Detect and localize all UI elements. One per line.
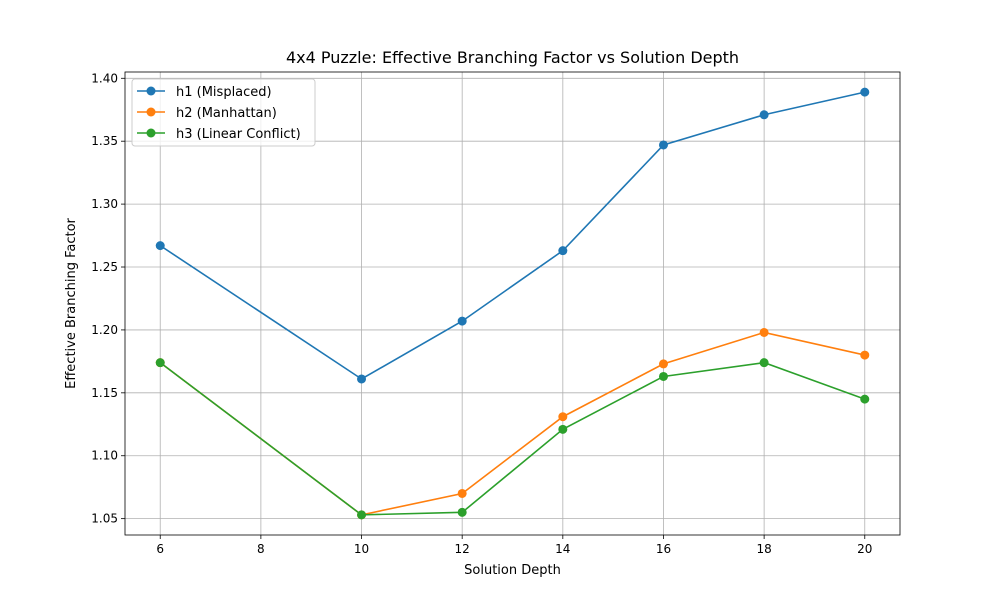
series-line [159,331,865,516]
data-point [658,359,668,369]
x-tick-label: 14 [555,542,570,556]
y-tick-label: 1.15 [91,386,118,400]
legend-marker [146,107,156,117]
legend-marker [146,86,156,96]
data-point [457,488,467,498]
plot-frame [124,71,901,536]
x-tick-label: 8 [257,542,265,556]
y-tick-label: 1.05 [91,512,118,526]
data-point [155,241,165,251]
data-point [558,412,568,422]
data-point [759,110,769,120]
x-axis-label: Solution Depth [464,563,561,578]
x-tick-label: 20 [857,542,872,556]
data-point [860,350,870,360]
y-tick-label: 1.25 [91,260,118,274]
y-tick-label: 1.30 [91,197,118,211]
data-point [558,424,568,434]
series-layer [155,87,870,520]
data-point [759,327,769,337]
legend-label: h3 (Linear Conflict) [176,127,301,142]
series-line [159,361,866,516]
x-tick-label: 6 [156,542,164,556]
data-point [357,510,367,520]
data-point [558,246,568,256]
data-point [860,394,870,404]
data-point [457,507,467,517]
x-tick-label: 18 [756,542,771,556]
y-tick-label: 1.40 [91,71,118,85]
legend-box [131,78,316,147]
legend: h1 (Misplaced) h2 (Manhattan) h3 (Linear C… [131,78,316,147]
data-point [658,371,668,381]
data-point [357,374,367,384]
data-point [860,87,870,97]
y-axis-label: Effective Branching Factor [64,217,79,388]
legend-label: h2 (Manhattan) [176,106,277,121]
legend-label: h1 (Misplaced) [176,85,272,100]
x-tick-label: 10 [354,542,369,556]
axis-ticks: 6 8 10 12 14 16 18 20 1.05 1.10 1.15 1.20 1.25 1.30 1.… [91,71,872,556]
legend-marker [146,128,156,138]
chart-title: 4x4 Puzzle: Effective Branching Factor v… [286,48,739,67]
y-tick-label: 1.20 [91,323,118,337]
x-tick-label: 12 [455,542,470,556]
data-point [759,358,769,368]
data-point [658,140,668,150]
y-tick-label: 1.35 [91,134,118,148]
data-point [155,358,165,368]
data-point [457,316,467,326]
x-tick-label: 16 [656,542,671,556]
y-tick-label: 1.10 [91,449,118,463]
